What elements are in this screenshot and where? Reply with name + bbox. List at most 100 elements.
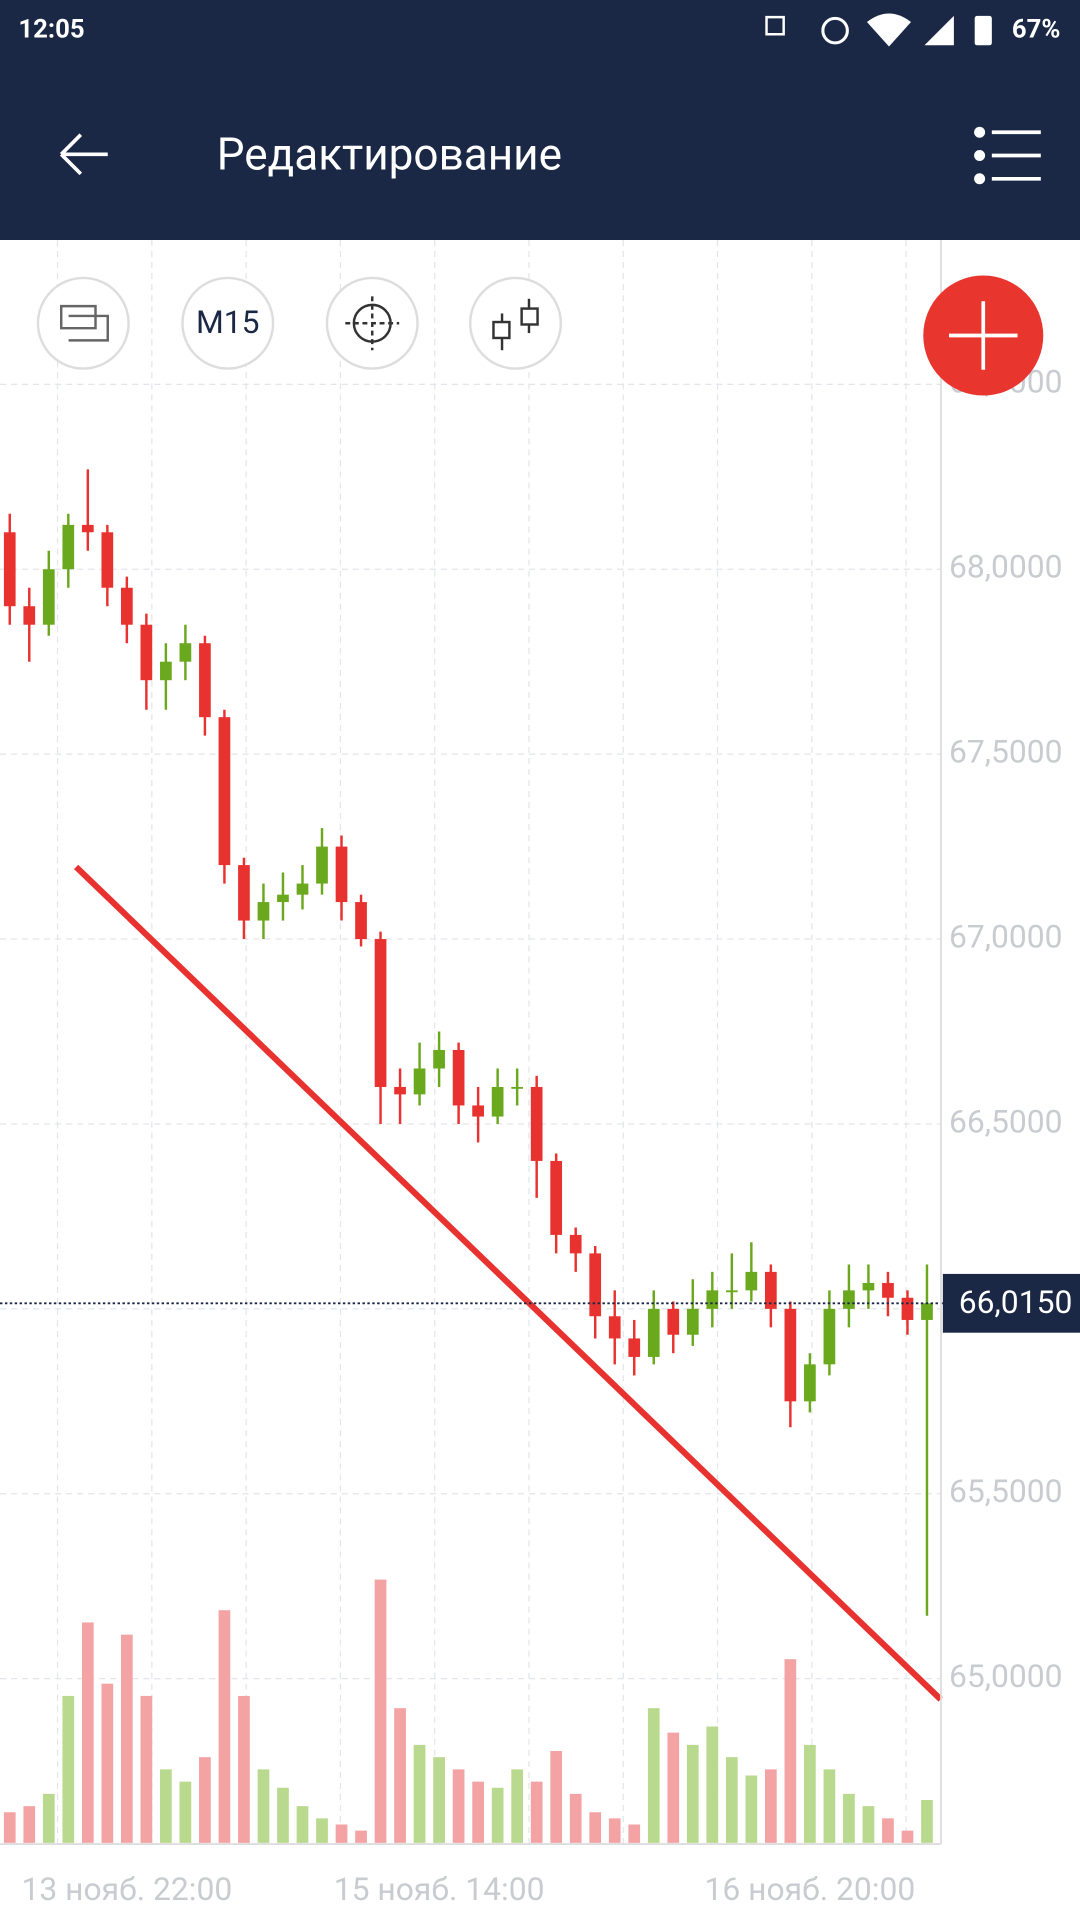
volume-bar — [882, 1818, 894, 1843]
candle-body — [843, 1290, 855, 1309]
volume-bar — [862, 1806, 875, 1843]
volume-bar — [335, 1824, 348, 1843]
volume-bar — [725, 1757, 738, 1843]
volume-bar — [238, 1695, 250, 1843]
volume-bar — [160, 1769, 172, 1843]
volume-bar — [765, 1769, 777, 1843]
candle-body — [472, 1105, 484, 1117]
volume-bar — [257, 1769, 270, 1843]
volume-bar — [199, 1757, 211, 1843]
back-button[interactable] — [59, 133, 108, 176]
x-tick-label: 13 нояб. 22:00 — [21, 1870, 232, 1908]
candle-body — [882, 1282, 894, 1298]
volume-bar — [784, 1659, 797, 1843]
volume-bar — [218, 1610, 231, 1843]
candle-body — [862, 1282, 875, 1291]
volume-bar — [823, 1769, 836, 1843]
volume-bar — [550, 1751, 563, 1843]
candle-body — [413, 1068, 426, 1095]
volume-bar — [647, 1708, 660, 1843]
volume-bar — [3, 1812, 16, 1843]
candle-body — [647, 1308, 660, 1357]
candle-body — [296, 883, 309, 895]
volume-bar — [413, 1744, 426, 1843]
volume-bar — [628, 1824, 641, 1843]
volume-bar — [745, 1775, 758, 1843]
candle-body — [160, 661, 172, 681]
candle-body — [628, 1338, 641, 1357]
candle-body — [569, 1234, 582, 1254]
candle-body — [530, 1086, 543, 1161]
chart-type-button[interactable] — [468, 276, 563, 370]
volume-bar — [433, 1757, 445, 1843]
volume-bar — [589, 1812, 602, 1843]
y-tick-label: 66,5000 — [949, 1102, 1063, 1140]
volume-bar — [901, 1830, 914, 1843]
current-price-box — [942, 1273, 1080, 1333]
candle-body — [433, 1049, 445, 1069]
crosshair-icon — [345, 296, 400, 351]
volume-bar — [374, 1579, 387, 1843]
volume-bar — [316, 1818, 328, 1843]
volume-bar — [62, 1695, 75, 1843]
chart-type-icon — [492, 298, 539, 351]
volume-bar — [491, 1787, 504, 1843]
timeframe-button[interactable] — [181, 276, 275, 370]
candle-body — [511, 1086, 524, 1089]
candle-body — [374, 939, 387, 1087]
volume-bar — [706, 1726, 719, 1843]
candle-body — [804, 1364, 816, 1402]
volume-bar — [355, 1830, 367, 1843]
volume-bar — [120, 1634, 133, 1843]
candle-body — [394, 1086, 406, 1095]
trendline — [73, 864, 943, 1702]
volume-bar — [686, 1744, 699, 1843]
toolbar-title: Редактирование — [217, 129, 562, 181]
candle-body — [765, 1271, 777, 1309]
candle-body — [140, 624, 153, 681]
volume-bar — [101, 1683, 114, 1843]
volume-bar — [42, 1793, 55, 1843]
candle-body — [81, 524, 94, 533]
candle-body — [238, 865, 250, 921]
y-tick-label: 65,5000 — [949, 1472, 1063, 1510]
volume-bar — [569, 1793, 582, 1843]
candle-body — [277, 894, 289, 903]
volume-bar — [804, 1744, 816, 1843]
volume-bar — [140, 1695, 153, 1843]
volume-bar — [921, 1800, 933, 1843]
layers-button[interactable] — [36, 276, 130, 370]
price-axis: 65,000065,500066,000066,500067,000067,50… — [21, 363, 1080, 1908]
volume-bar — [23, 1806, 36, 1843]
add-button[interactable] — [923, 275, 1044, 396]
candle-body — [608, 1316, 621, 1339]
candle-body — [784, 1308, 797, 1402]
candle-body — [550, 1160, 563, 1235]
candle-body — [667, 1308, 680, 1335]
timeframe-label: M15 — [196, 303, 260, 341]
candle-body — [218, 717, 231, 866]
candle-body — [101, 532, 114, 588]
volume-bar — [843, 1793, 855, 1843]
volume-bar — [296, 1806, 309, 1843]
volume-bar — [452, 1769, 465, 1843]
candle-body — [316, 846, 328, 884]
tool-buttons: M15 — [36, 276, 563, 370]
volume-bar — [81, 1622, 94, 1843]
status-battery: 67% — [1012, 14, 1061, 44]
candle-body — [3, 532, 16, 607]
candle-body — [257, 902, 270, 921]
candle-body — [725, 1290, 738, 1293]
menu-button[interactable] — [974, 126, 1041, 185]
candle-body — [23, 606, 36, 625]
app-bar — [0, 0, 1080, 240]
x-tick-label: 16 нояб. 20:00 — [704, 1870, 915, 1908]
volume-bar — [608, 1818, 621, 1843]
candle-body — [901, 1297, 914, 1320]
candle-body — [706, 1290, 719, 1309]
volume-bar — [667, 1732, 680, 1843]
candle-body — [452, 1049, 465, 1106]
add-icon — [948, 301, 1018, 370]
